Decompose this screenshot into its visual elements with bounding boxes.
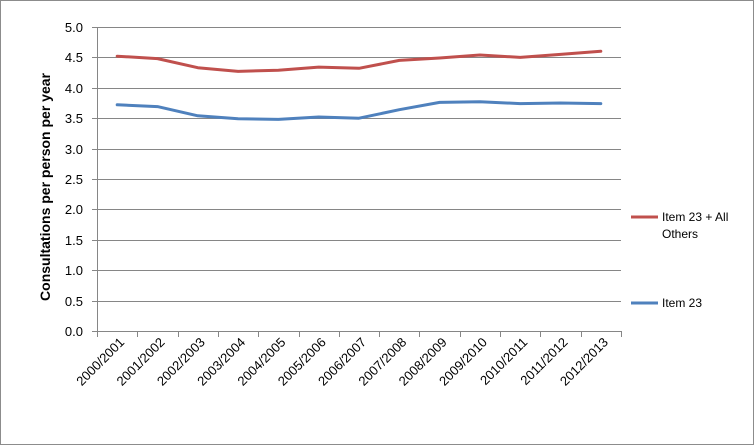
series-lines	[115, 49, 603, 121]
legend-label: Item 23	[662, 296, 702, 310]
legend-label: Others	[662, 227, 698, 241]
y-tick-label: 3.0	[65, 142, 83, 157]
y-tick-label: 1.5	[65, 233, 83, 248]
y-tick-labels: 0.0 0.5 1.0 1.5 2.0 2.5 3.0 3.5 4.0 4.5 5.0	[65, 20, 83, 339]
y-tick-label: 0.0	[65, 324, 83, 339]
y-tick-label: 1.0	[65, 263, 83, 278]
series-line-item23	[115, 100, 603, 121]
y-tick-label: 5.0	[65, 20, 83, 35]
axes	[92, 27, 622, 337]
gridlines	[97, 27, 621, 302]
y-tick-label: 0.5	[65, 294, 83, 309]
y-tick-label: 4.5	[65, 50, 83, 65]
y-tick-label: 4.0	[65, 81, 83, 96]
legend: Item 23 + All Others Item 23	[631, 210, 728, 310]
x-tick-labels: 2000/20012001/20022002/20032003/20042004…	[73, 335, 611, 389]
y-tick-label: 3.5	[65, 111, 83, 126]
legend-label: Item 23 + All	[662, 210, 728, 224]
y-tick-label: 2.5	[65, 172, 83, 187]
y-tick-label: 2.0	[65, 202, 83, 217]
y-axis-title: Consultations per person per year	[37, 72, 53, 300]
